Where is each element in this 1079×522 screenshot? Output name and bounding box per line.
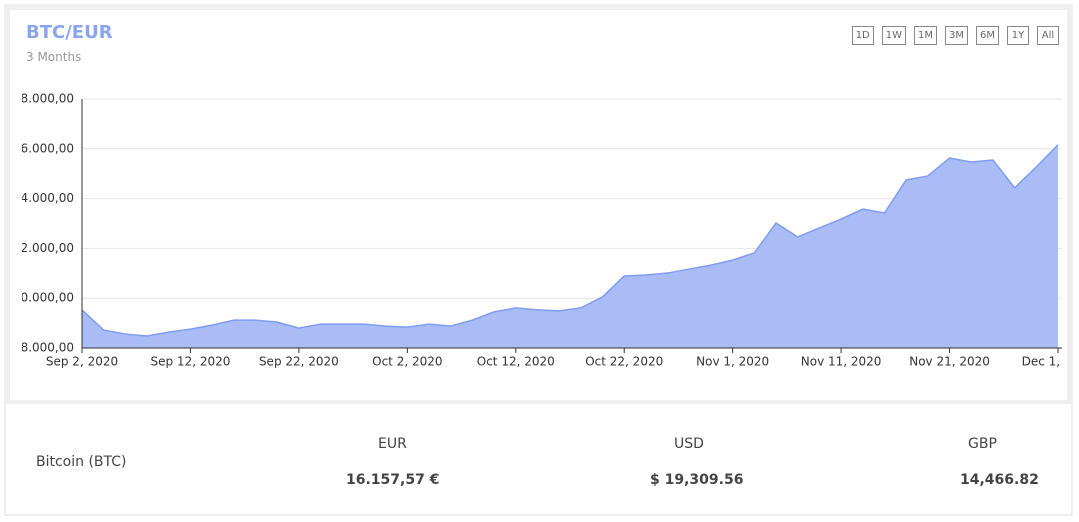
x-tick-label: Dec 1, 2020: [1022, 355, 1079, 369]
price: 16.157,57 €: [346, 472, 440, 488]
x-tick-label: Oct 12, 2020: [477, 355, 555, 369]
x-tick-label: Oct 2, 2020: [372, 355, 442, 369]
chart: 8.000,00 10.000,00 12.000,00 14.000,00 16.00…: [13, 92, 1079, 369]
x-tick-label: Nov 21, 2020: [909, 355, 990, 369]
range-button[interactable]: All: [1037, 26, 1059, 45]
price: $ 19,309.56: [650, 472, 744, 488]
x-tick-label: Oct 22, 2020: [585, 355, 663, 369]
x-tick-label: Nov 1, 2020: [696, 355, 769, 369]
area: [82, 144, 1058, 348]
chart-title: BTC/EUR: [26, 22, 113, 43]
x-tick-label: Sep 2, 2020: [46, 355, 118, 369]
x-tick-label: Nov 11, 2020: [801, 355, 882, 369]
column-header: USD: [674, 436, 704, 452]
range-button[interactable]: 1D: [851, 26, 874, 45]
row-label: Bitcoin (BTC): [36, 454, 127, 470]
y-tick-label: 8.000,00: [21, 341, 74, 355]
chart-subtitle: 3 Months: [26, 50, 82, 64]
y-tick-label: 12.000,00: [13, 241, 74, 255]
price-table: Bitcoin (BTC) EUR USD GBP 16.157,57 € $ …: [6, 404, 1071, 514]
column-header: EUR: [378, 436, 407, 452]
x-tick-label: Sep 22, 2020: [259, 355, 339, 369]
y-tick-label: 14.000,00: [13, 191, 74, 205]
line: [81, 144, 1059, 337]
range-button[interactable]: 1W: [881, 26, 906, 45]
column-header: GBP: [968, 436, 997, 452]
x-tick-label: Sep 12, 2020: [151, 355, 231, 369]
y-tick-label: 18.000,00: [13, 92, 74, 106]
y-tick-label: 10.000,00: [13, 291, 74, 305]
range-button[interactable]: 1M: [914, 26, 937, 45]
plot-area: 8.000,00 10.000,00 12.000,00 14.000,00 16.00…: [13, 92, 1079, 369]
y-tick-label: 16.000,00: [13, 141, 74, 155]
range-button[interactable]: 1Y: [1007, 26, 1029, 45]
range-button[interactable]: 3M: [945, 26, 968, 45]
range-buttons: 1D 1W 1M 3M 6M 1Y All: [851, 26, 1059, 45]
range-button[interactable]: 6M: [976, 26, 999, 45]
price: 14,466.82: [960, 472, 1039, 488]
